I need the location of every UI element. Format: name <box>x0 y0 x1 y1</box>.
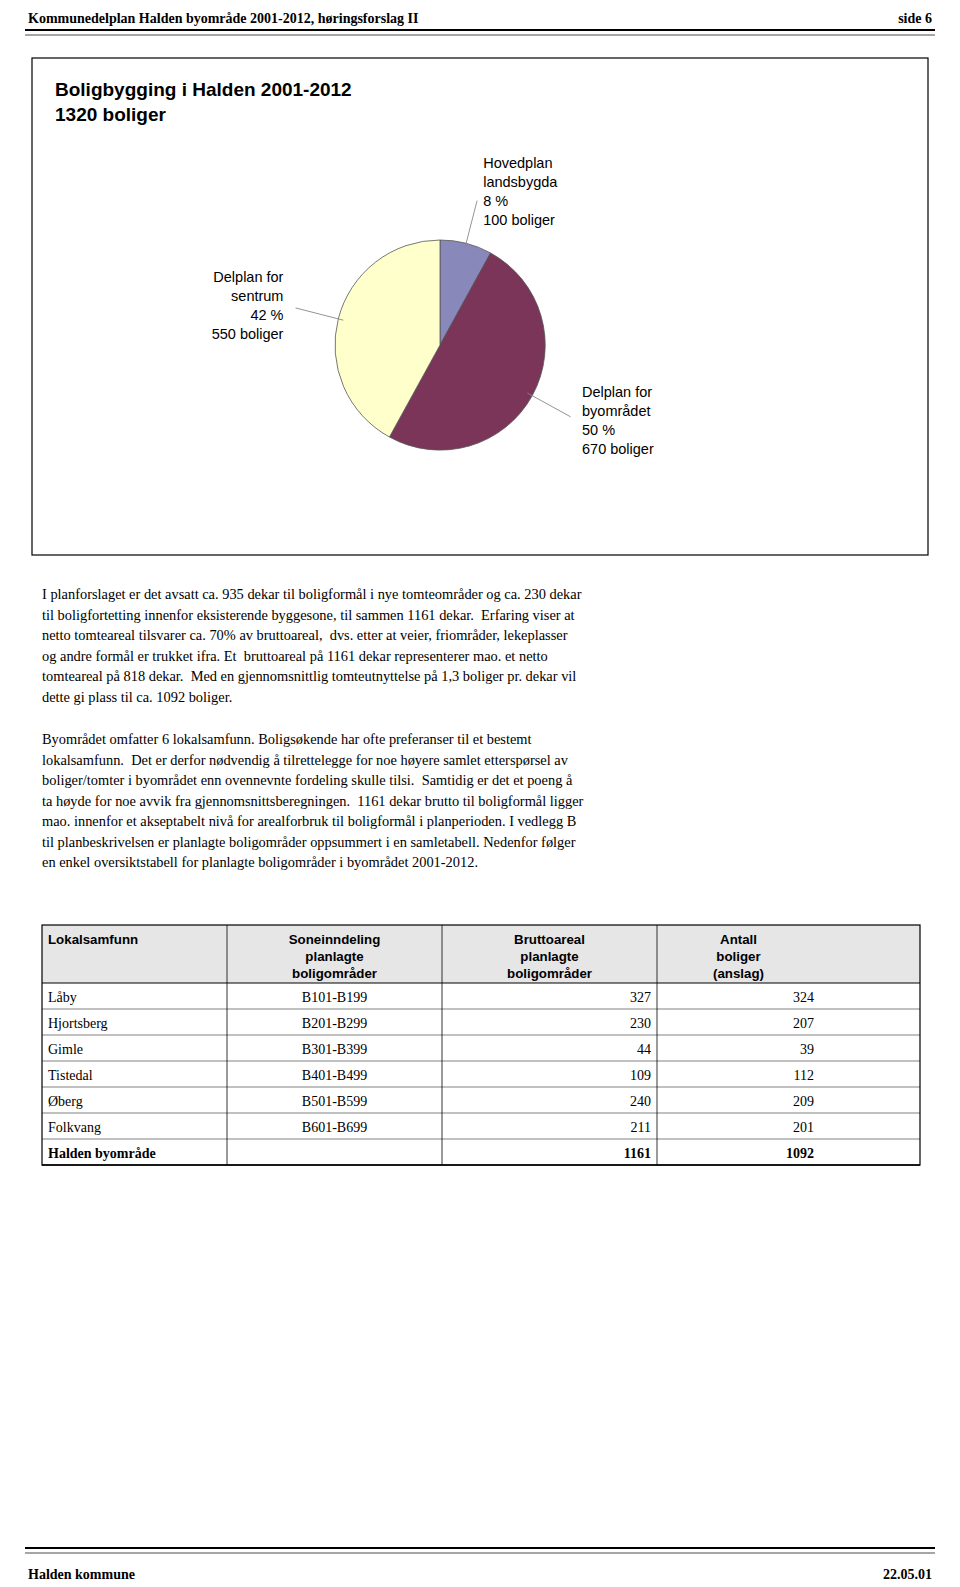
body-line: I planforslaget er det avsatt ca. 935 de… <box>42 586 582 602</box>
table-divider <box>227 925 228 1165</box>
leader-line <box>465 201 477 249</box>
header-rule <box>25 29 935 31</box>
table-header: Lokalsamfunn <box>48 932 138 947</box>
table-cell: 211 <box>631 1120 651 1135</box>
table-cell: 109 <box>630 1068 651 1083</box>
body-line: ta høyde for noe avvik fra gjennomsnitts… <box>42 793 584 809</box>
table-cell: 112 <box>794 1068 814 1083</box>
body-line: mao. innenfor et akseptabelt nivå for ar… <box>42 813 576 829</box>
table-cell: B601-B699 <box>302 1120 367 1135</box>
table-rule <box>42 1009 920 1010</box>
table-total-cell: Halden byområde <box>48 1146 156 1161</box>
leader-line <box>527 393 570 417</box>
table-header: Bruttoarealplanlagteboligområder <box>507 932 592 981</box>
table-rule <box>42 1087 920 1088</box>
table-frame <box>42 925 920 1165</box>
data-label: 50 % <box>582 422 615 438</box>
table-cell: 209 <box>793 1094 814 1109</box>
body-line: netto tomteareal tilsvarer ca. 70% av br… <box>42 627 568 643</box>
slice-label: Delplan forsentrum <box>213 269 283 304</box>
body-line: en enkel oversiktstabell for planlagte b… <box>42 854 478 870</box>
header-text: Kommunedelplan Halden byområde 2001-2012… <box>28 11 418 26</box>
data-label: 8 % <box>483 193 508 209</box>
table-cell: 240 <box>630 1094 651 1109</box>
table-rule <box>42 1061 920 1062</box>
table-cell: 39 <box>800 1042 814 1057</box>
page-footer: Halden kommune 22.05.01 <box>25 1548 935 1582</box>
table-cell: B501-B599 <box>302 1094 367 1109</box>
table-rule <box>42 1113 920 1114</box>
body-line: Byområdet omfatter 6 lokalsamfunn. Bolig… <box>42 731 532 747</box>
table-cell: 230 <box>630 1016 651 1031</box>
table-cell: 327 <box>630 990 651 1005</box>
table-divider <box>657 925 658 1165</box>
table-rule <box>42 983 920 984</box>
table-cell: B401-B499 <box>302 1068 367 1083</box>
table-divider <box>442 925 443 1165</box>
footer-rule <box>25 1547 935 1549</box>
slice-label: Delplan forbyområdet <box>582 384 652 419</box>
table-header: Antallboliger(anslag) <box>713 932 764 981</box>
body-line: og andre formål er trukket ifra. Et brut… <box>42 648 548 664</box>
body-line: til boligfortetting innenfor eksisterend… <box>42 607 575 623</box>
pie-slice <box>335 240 440 437</box>
chart-title: Boligbygging i Halden 2001-2012 <box>55 79 352 100</box>
chart-subtitle: 1320 boliger <box>55 104 166 125</box>
table-cell: 201 <box>793 1120 814 1135</box>
dwelling-label: 100 boliger <box>483 212 555 228</box>
body-text: I planforslaget er det avsatt ca. 935 de… <box>42 586 584 870</box>
table-total-cell: 1161 <box>624 1146 651 1161</box>
body-line: tomteareal på 818 dekar. Med en gjennoms… <box>42 668 576 684</box>
table-cell: Gimle <box>48 1042 83 1057</box>
footer-rule <box>25 1553 935 1554</box>
body-line: boliger/tomter i byområdet enn ovennevnt… <box>42 772 573 788</box>
table: Lokalsamfunn Soneinndelingplanlagteboligo… <box>42 925 920 1165</box>
table-cell: Folkvang <box>48 1120 101 1135</box>
dwelling-label: 550 boliger <box>212 326 284 342</box>
chart-box: Boligbygging i Halden 2001-2012 1320 boli… <box>32 58 928 555</box>
header-text: side 6 <box>898 11 932 26</box>
pie-labels: Hovedplanlandsbygda 8 % 100 boliger Delplan… <box>212 155 654 456</box>
table-header-bg <box>42 925 920 983</box>
table-cell: B201-B299 <box>302 1016 367 1031</box>
leader-line <box>296 308 344 320</box>
table-cell: B101-B199 <box>302 990 367 1005</box>
footer-text: Halden kommune <box>28 1567 135 1582</box>
table-header: Soneinndelingplanlagteboligområder <box>289 932 381 981</box>
footer-text: 22.05.01 <box>883 1567 932 1582</box>
table-cell: Hjortsberg <box>48 1016 108 1031</box>
table-cell: 44 <box>637 1042 651 1057</box>
table-cell: 324 <box>793 990 814 1005</box>
table-rule <box>42 1139 920 1140</box>
table-rule <box>42 1035 920 1036</box>
body-line: lokalsamfunn. Det er derfor nødvendig å … <box>42 752 569 768</box>
slice-label: Hovedplanlandsbygda <box>483 155 558 190</box>
body-line: dette gi plass til ca. 1092 boliger. <box>42 689 232 705</box>
chart-frame <box>32 58 928 555</box>
page: Kommunedelplan Halden byområde 2001-2012… <box>0 0 960 1587</box>
body-line: til planbeskrivelsen er planlagte boligo… <box>42 834 576 850</box>
table-cell: Tistedal <box>48 1068 93 1083</box>
header-rule <box>25 35 935 36</box>
table-cell: Låby <box>48 990 77 1005</box>
table-cell: Øberg <box>48 1094 83 1109</box>
data-label: 42 % <box>250 307 283 323</box>
pie <box>335 240 545 450</box>
table-cell: 207 <box>793 1016 814 1031</box>
table-total-cell: 1092 <box>786 1146 814 1161</box>
page-header: Kommunedelplan Halden byområde 2001-2012… <box>25 11 935 35</box>
dwelling-label: 670 boliger <box>582 441 654 457</box>
table-cell: B301-B399 <box>302 1042 367 1057</box>
